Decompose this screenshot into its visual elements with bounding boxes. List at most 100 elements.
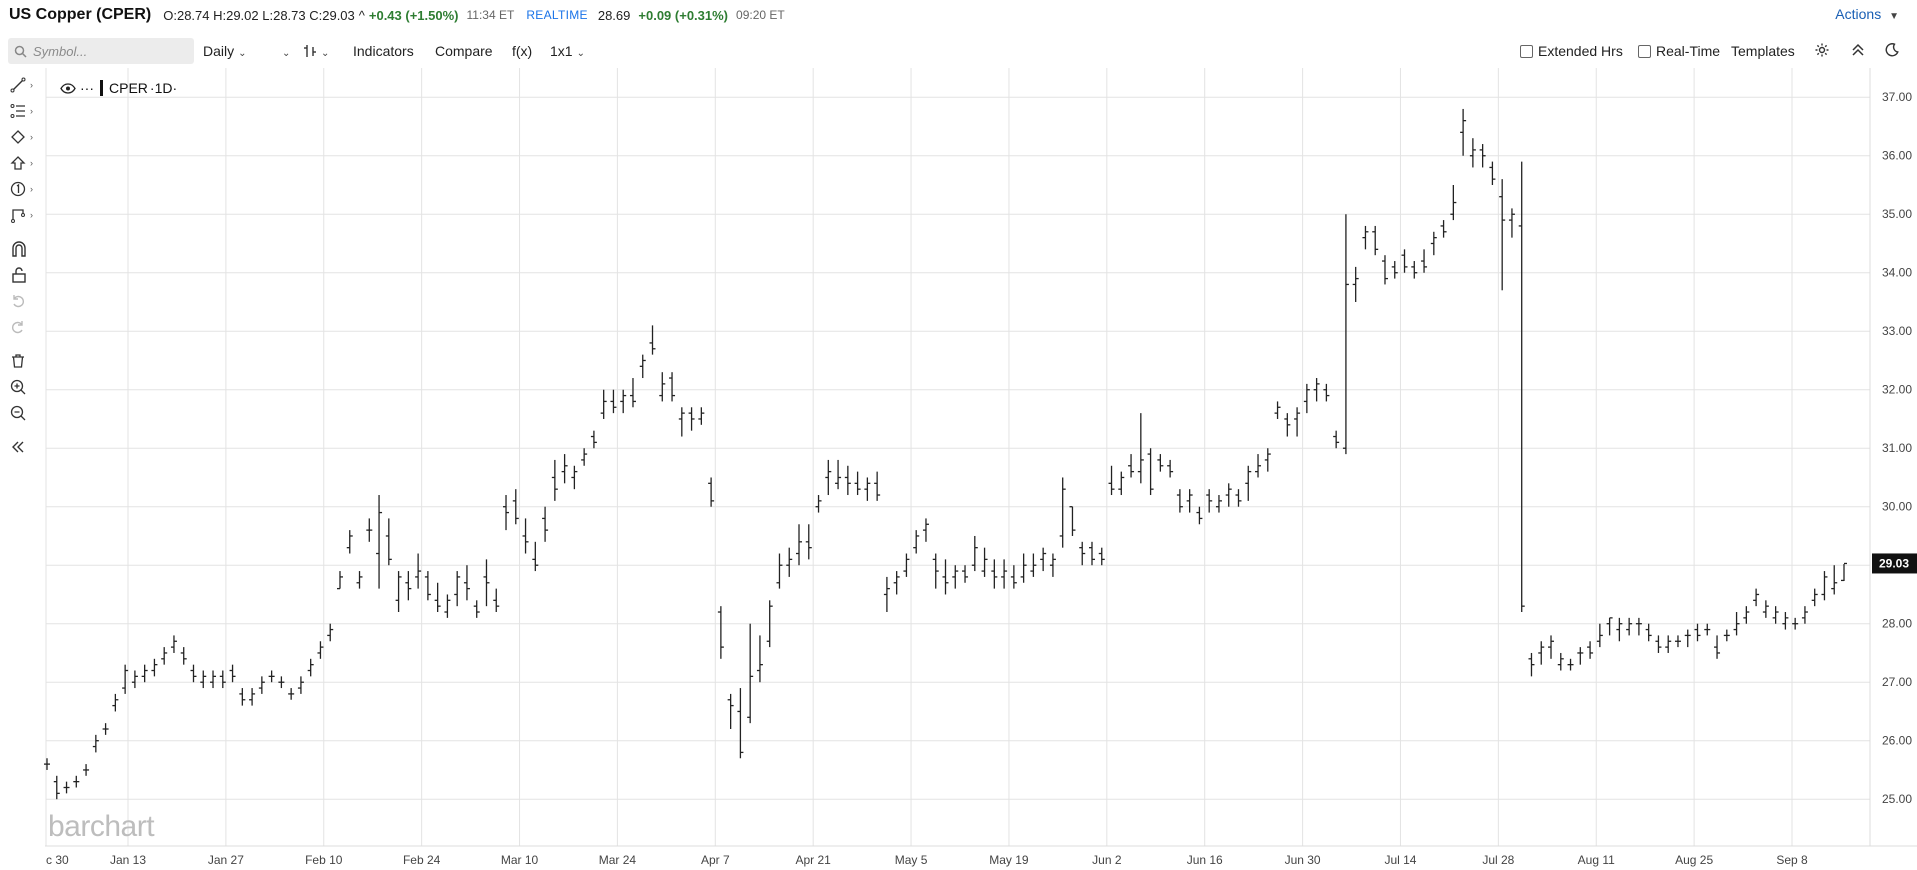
ohlc-bar <box>102 723 109 735</box>
real-time-label: Real-Time <box>1656 43 1721 59</box>
price-tick-label: 34.00 <box>1882 266 1912 280</box>
ohlc-bar <box>717 606 724 659</box>
indicators-button[interactable]: Indicators <box>353 43 414 59</box>
ohlc-bar <box>493 588 500 613</box>
horizontal-gridlines <box>46 96 1870 800</box>
time-tick-label: Jun 16 <box>1187 853 1223 867</box>
ohlc-bar <box>1381 255 1388 285</box>
ohlc-bar <box>366 518 373 542</box>
ohlc-bar <box>1137 413 1144 484</box>
ohlc-bar <box>1616 617 1623 642</box>
ohlc-bar <box>1098 547 1105 566</box>
ohlc-bar <box>1714 635 1721 659</box>
more-options-icon[interactable]: ··· <box>80 80 94 96</box>
quote-time: 11:34 ET <box>466 8 515 22</box>
redo-icon <box>12 321 23 334</box>
eye-icon[interactable] <box>60 82 76 94</box>
time-tick-label: Jan 13 <box>110 853 146 867</box>
time-tick-label: May 5 <box>895 853 928 867</box>
interval-dropdown[interactable]: Daily ⌄ <box>203 43 247 59</box>
ohlc-bar <box>1753 588 1760 607</box>
ohlc-bar <box>268 670 275 683</box>
redo-button[interactable] <box>10 316 34 338</box>
actions-label: Actions <box>1835 6 1882 22</box>
compare-button[interactable]: Compare <box>435 43 493 59</box>
ohlc-bar <box>1762 600 1769 618</box>
fib-tool[interactable]: › <box>10 100 34 122</box>
price-tick-label: 25.00 <box>1882 792 1912 806</box>
measure-icon <box>11 209 25 223</box>
function-button[interactable]: f(x) <box>512 43 533 59</box>
ohlc-bar <box>1235 489 1242 507</box>
ohlc-bar <box>796 524 803 566</box>
ohlc-bar <box>1645 623 1652 642</box>
realtime-change: +0.09 (+0.31%) <box>638 7 729 23</box>
chevron-down-icon: ⌄ <box>282 48 291 59</box>
symbol-search[interactable] <box>8 38 194 64</box>
magnet-tool[interactable] <box>10 238 34 260</box>
ohlc-bar <box>971 535 978 572</box>
ohlc-bar <box>669 372 676 402</box>
annotation-tool[interactable]: › <box>10 178 34 200</box>
delete-button[interactable] <box>10 350 34 372</box>
ohlc-bar <box>805 524 812 560</box>
ohlc-bar <box>1421 249 1428 273</box>
ohlc-bar <box>1010 565 1017 589</box>
checkbox-icon[interactable] <box>1520 45 1533 58</box>
collapse-button[interactable] <box>1851 42 1865 61</box>
time-tick-label: May 19 <box>989 853 1029 867</box>
chevron-right-icon: › <box>30 210 33 220</box>
chevron-right-icon: › <box>30 106 33 116</box>
actions-menu[interactable]: Actions ▼ <box>1835 6 1899 22</box>
time-tick-label: Jan 27 <box>208 853 244 867</box>
arrow-tool[interactable]: › <box>10 152 34 174</box>
ohlc-bar <box>815 495 822 513</box>
time-tick-label: Apr 21 <box>795 853 831 867</box>
time-tick-label: Mar 10 <box>501 853 539 867</box>
ohlc-bar <box>581 448 588 466</box>
ohlc-bar <box>1450 184 1457 221</box>
line-tool[interactable]: › <box>10 74 34 96</box>
ohlc-bar <box>1606 617 1613 636</box>
ohlc-bar <box>415 553 422 589</box>
chevron-down-icon: ⌄ <box>238 48 247 59</box>
layout-dropdown[interactable]: 1x1 ⌄ <box>550 43 585 59</box>
zoom-out-button[interactable] <box>10 402 34 424</box>
ohlc-bar <box>1635 617 1642 636</box>
ohlc-bar <box>1372 225 1379 256</box>
chevron-down-icon: ▼ <box>1889 11 1899 22</box>
bar-type-dropdown[interactable]: ⌄ <box>303 43 329 59</box>
ohlc-bar <box>1323 383 1330 402</box>
ohlc-bar <box>229 664 236 683</box>
extended-hrs-toggle[interactable]: Extended Hrs <box>1520 43 1623 59</box>
ohlc-bar <box>1176 489 1183 513</box>
ohlc-bar <box>1811 588 1818 607</box>
ohlc-bar <box>1352 266 1359 302</box>
settings-button[interactable] <box>1814 42 1830 61</box>
ohlc-bar <box>327 623 334 642</box>
zoom-in-button[interactable] <box>10 376 34 398</box>
ohlc-bar <box>1040 547 1047 572</box>
price-chart[interactable]: 25.0026.0027.0028.0029.0030.0031.0032.00… <box>0 68 1917 870</box>
checkbox-icon[interactable] <box>1638 45 1651 58</box>
measure-tool[interactable]: › <box>10 204 34 226</box>
ohlc-bar <box>1088 541 1095 566</box>
ohlc-bars-icon <box>304 45 316 57</box>
ohlc-bar <box>1128 454 1135 478</box>
time-tick-label: Jun 2 <box>1092 853 1122 867</box>
collapse-sidebar-button[interactable] <box>10 436 34 458</box>
ohlc-bar <box>1479 144 1486 168</box>
layout-label: 1x1 <box>550 43 573 59</box>
ohlc-bar <box>1723 629 1730 642</box>
undo-button[interactable] <box>10 290 34 312</box>
templates-button[interactable]: Templates <box>1731 43 1795 59</box>
ohlc-bar <box>131 670 138 689</box>
lock-tool[interactable] <box>10 264 34 286</box>
dark-mode-button[interactable] <box>1884 42 1900 61</box>
ohlc-bar <box>1665 635 1672 653</box>
shape-tool[interactable]: › <box>10 126 34 148</box>
real-time-toggle[interactable]: Real-Time <box>1638 43 1720 59</box>
chart-type-extra-dropdown[interactable]: ⌄ <box>278 43 290 59</box>
ohlc-bar <box>1557 652 1564 671</box>
symbol-input[interactable] <box>33 43 183 59</box>
